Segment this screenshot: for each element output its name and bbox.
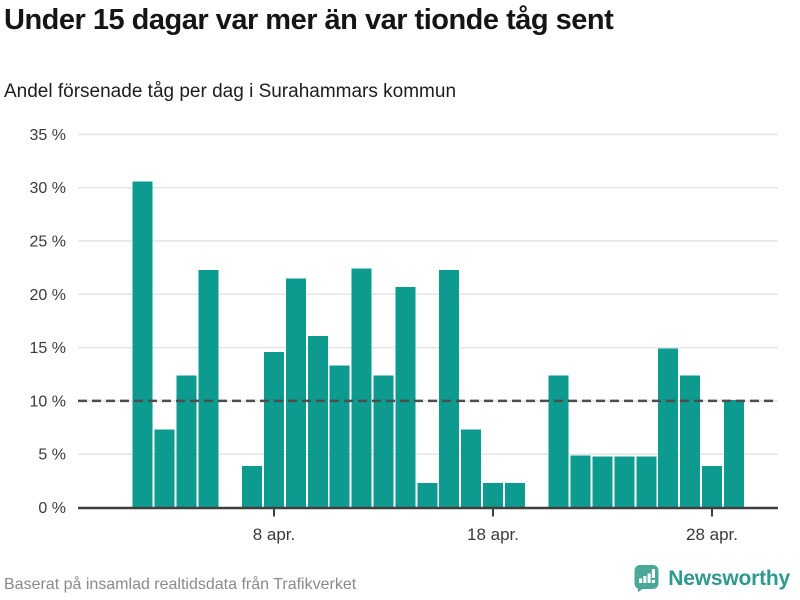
- bar-27-apr: [680, 375, 701, 509]
- bar-18-apr: [483, 482, 503, 509]
- page-title: Under 15 dagar var mer än var tionde tåg…: [4, 4, 614, 36]
- y-tick-label: 35 %: [30, 127, 66, 144]
- bar-8-apr: [264, 351, 284, 509]
- bar-13-apr: [373, 375, 394, 509]
- bar-5-apr: [198, 269, 219, 509]
- x-tick-label: 18 apr.: [467, 525, 519, 544]
- y-tick-label: 25 %: [30, 234, 66, 251]
- bar-29-apr: [723, 399, 744, 509]
- bar-3-apr: [154, 429, 175, 509]
- y-tick-label: 0 %: [38, 500, 66, 517]
- bar-23-apr: [592, 456, 613, 509]
- newsworthy-logo: Newsworthy: [633, 564, 790, 593]
- bar-7-apr: [242, 465, 263, 509]
- y-axis-labels: 0 % 5 % 10 % 15 % 20 % 25 % 30 % 35 %: [30, 127, 66, 517]
- bar-15-apr: [417, 482, 438, 509]
- source-note: Baserat på insamlad realtidsdata från Tr…: [4, 576, 357, 593]
- bar-17-apr: [461, 429, 482, 509]
- x-axis-labels: 8 apr. 18 apr. 28 apr.: [253, 509, 738, 544]
- bar-2-apr: [132, 181, 153, 509]
- newsworthy-logo-icon: [634, 565, 659, 593]
- brand-name: Newsworthy: [668, 566, 790, 590]
- bar-22-apr: [570, 455, 591, 509]
- chart-subtitle: Andel försenade tåg per dag i Surahammar…: [4, 81, 457, 102]
- bar-14-apr: [395, 286, 416, 509]
- y-tick-label: 5 %: [38, 447, 66, 464]
- bar-19-apr: [504, 482, 525, 509]
- bar-25-apr: [636, 456, 657, 509]
- bar-21-apr: [548, 375, 569, 509]
- y-tick-label: 10 %: [30, 393, 66, 410]
- bar-16-apr: [439, 269, 460, 509]
- y-tick-label: 30 %: [30, 180, 66, 197]
- bar-10-apr: [307, 335, 328, 509]
- y-tick-label: 20 %: [30, 287, 66, 304]
- x-tick-label: 8 apr.: [253, 525, 296, 544]
- bar-11-apr: [329, 365, 350, 509]
- bar-24-apr: [614, 456, 635, 509]
- bars-group: [132, 181, 744, 509]
- bar-9-apr: [285, 278, 306, 509]
- bar-12-apr: [351, 268, 372, 509]
- bar-4-apr: [176, 375, 197, 509]
- x-tick-label: 28 apr.: [686, 525, 738, 544]
- y-tick-label: 15 %: [30, 340, 66, 357]
- bar-28-apr: [702, 465, 722, 509]
- bar-26-apr: [658, 348, 679, 509]
